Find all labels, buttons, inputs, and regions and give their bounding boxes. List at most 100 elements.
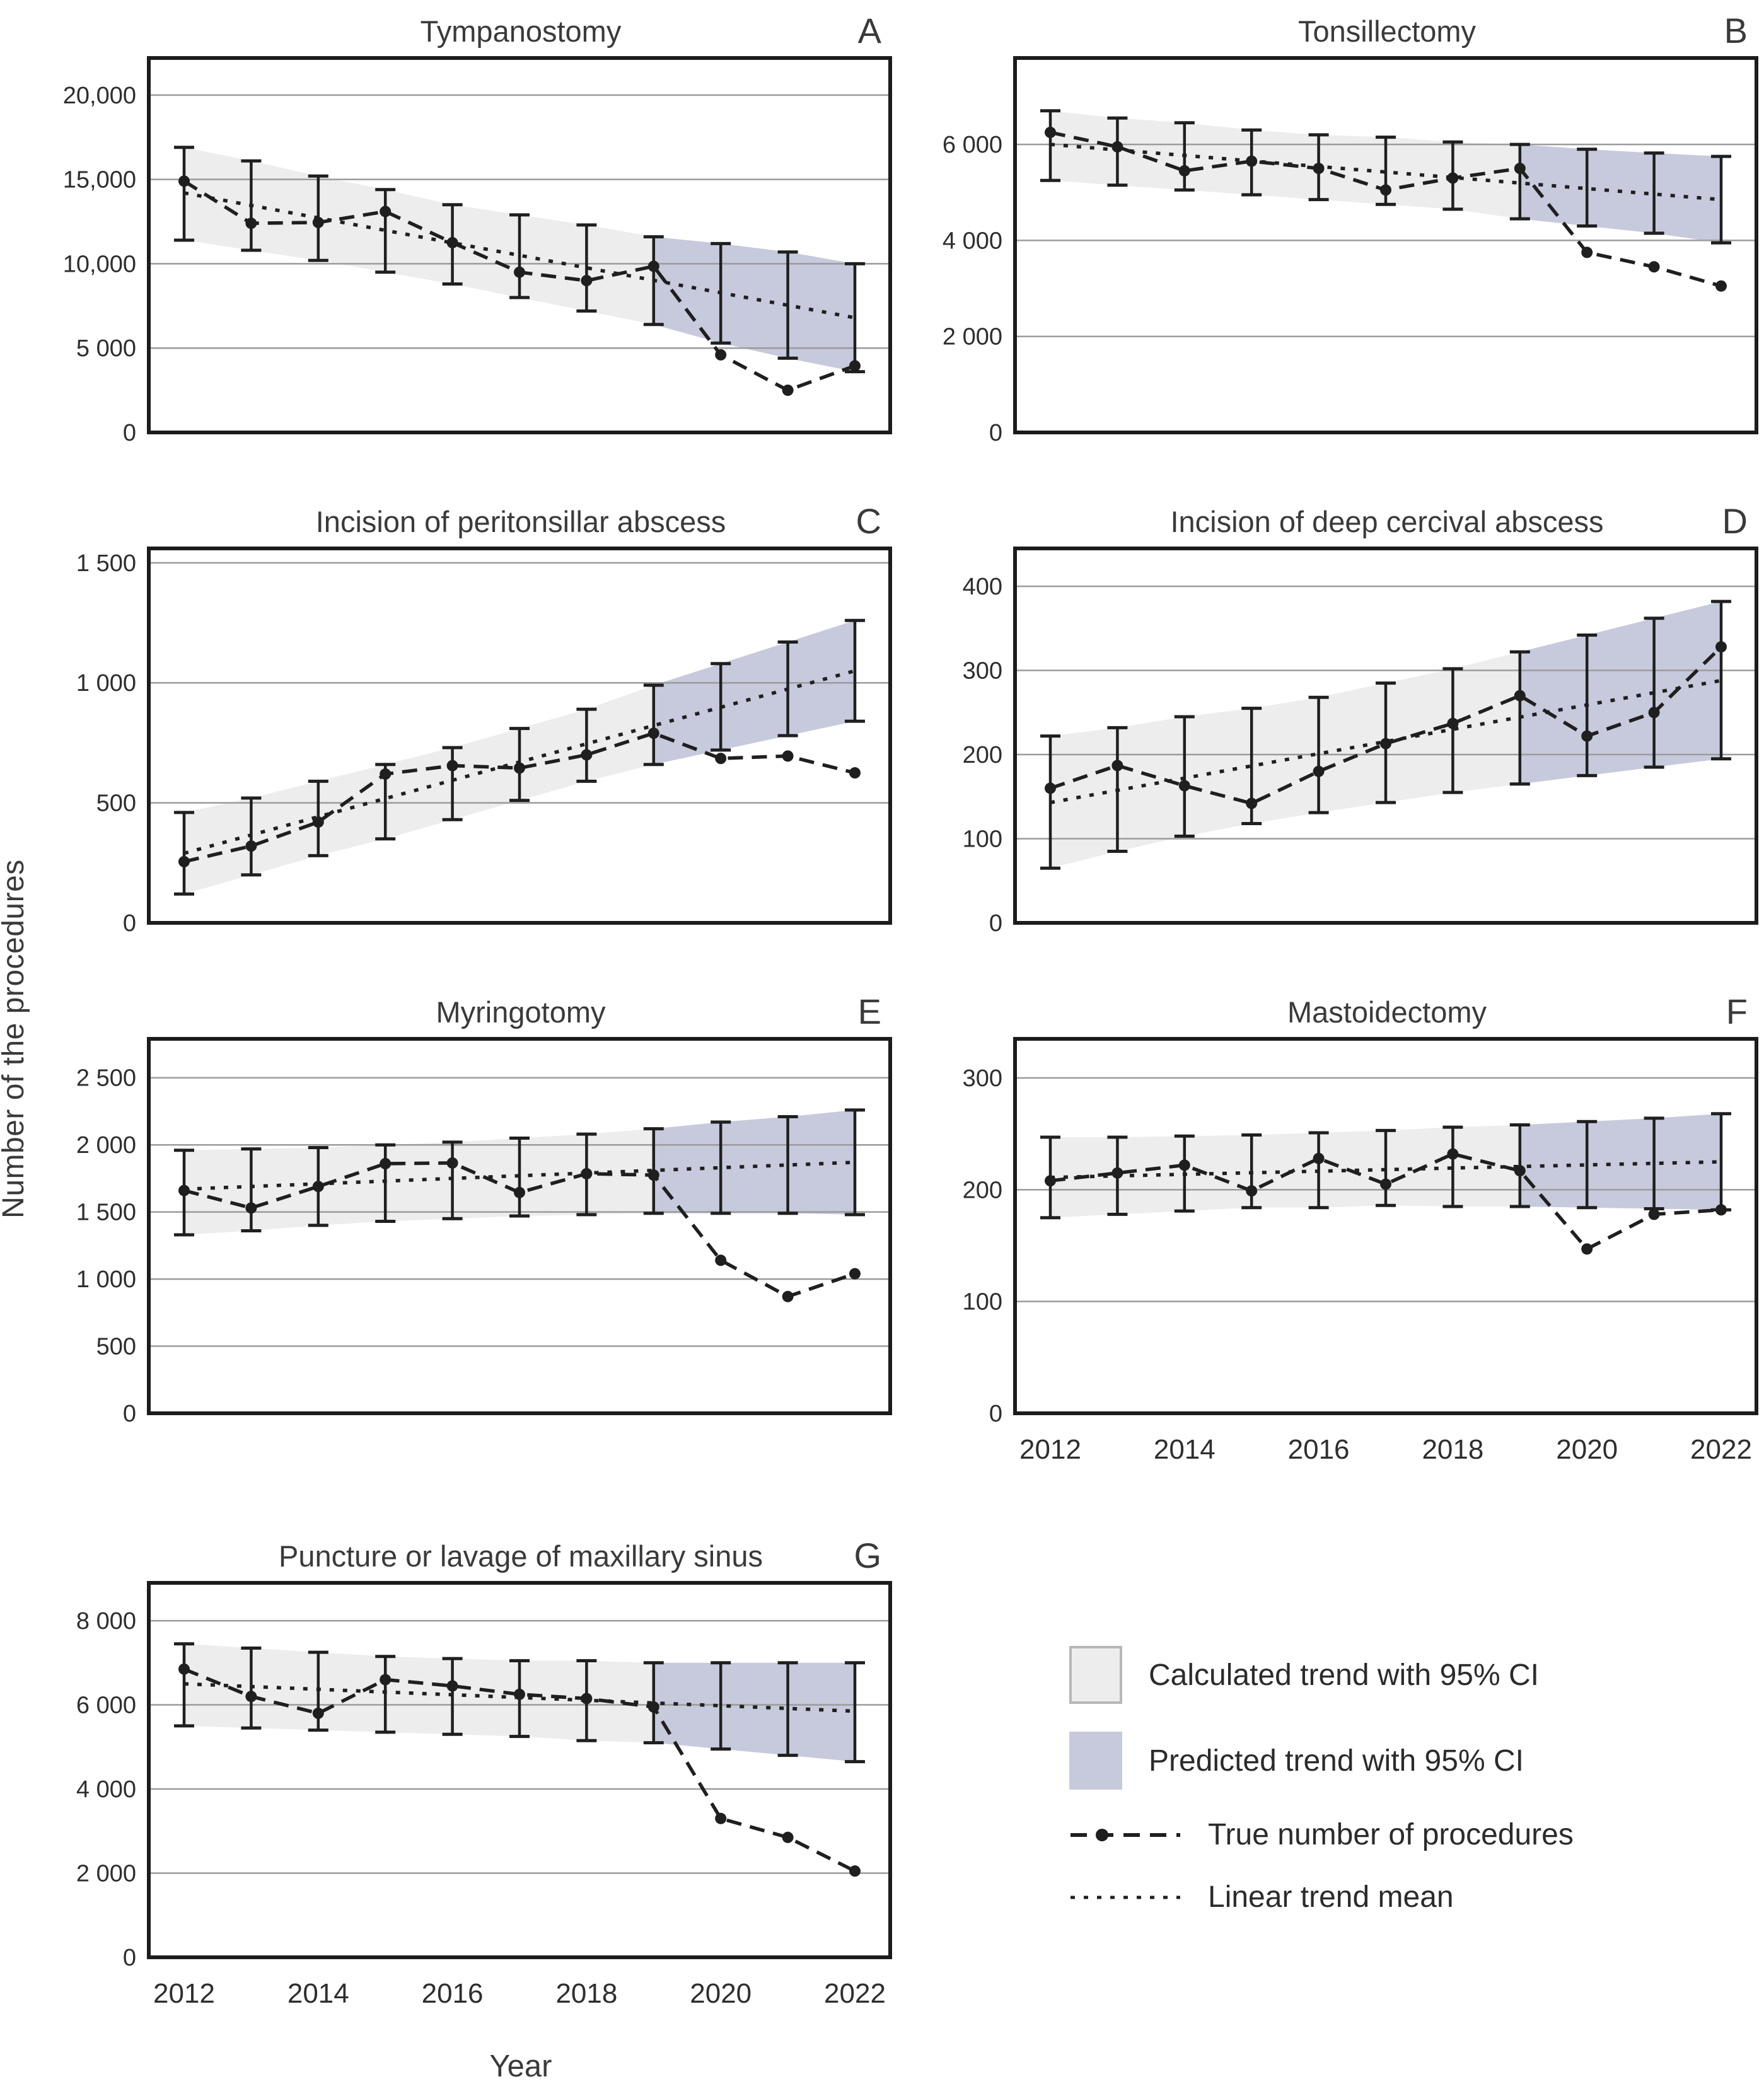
true-number-point bbox=[1447, 1148, 1459, 1160]
predicted-ci-band bbox=[653, 1662, 855, 1762]
y-tick-label: 2 000 bbox=[76, 1861, 136, 1887]
panel-f-title: Mastoidectomy bbox=[1287, 995, 1487, 1029]
true-number-point bbox=[1246, 155, 1258, 167]
calculated-ci-band bbox=[184, 1643, 654, 1743]
predicted-ci-band bbox=[653, 620, 855, 765]
true-number-point bbox=[581, 275, 593, 287]
plot-border bbox=[147, 547, 892, 925]
panel-d: Incision of deep cercival abscess D 0 100… bbox=[900, 499, 1763, 935]
panel-e: Myringotomy E 0 500 1 000 1 500 2 000 2 500 bbox=[34, 990, 897, 1479]
true-number-point bbox=[849, 360, 861, 372]
panel-f-header: Mastoidectomy F bbox=[1015, 990, 1759, 1035]
true-number-point bbox=[581, 749, 593, 761]
true-number-point bbox=[1045, 127, 1056, 139]
true-number-point bbox=[1178, 1159, 1190, 1171]
y-axis-label: Number of the procedures bbox=[0, 859, 30, 1219]
true-number-point bbox=[849, 767, 861, 779]
plot-border bbox=[147, 1037, 892, 1415]
true-number-point bbox=[1648, 261, 1660, 273]
linear-trend-mean-line bbox=[183, 1161, 856, 1191]
y-tick-label: 10,000 bbox=[63, 251, 136, 277]
true-number-point bbox=[380, 206, 392, 217]
linear-trend-mean-line bbox=[1050, 1160, 1722, 1179]
true-number-point bbox=[849, 1865, 861, 1877]
true-number-point bbox=[1581, 1243, 1593, 1255]
y-tick-label: 300 bbox=[963, 1065, 1002, 1092]
y-tick-label: 6 000 bbox=[943, 132, 1002, 158]
plot-border bbox=[1013, 56, 1758, 434]
panel-a-title: Tympanostomy bbox=[420, 14, 622, 48]
y-tick-label: 1 500 bbox=[76, 1200, 136, 1226]
true-number-point bbox=[1648, 707, 1660, 719]
legend-label: Linear trend mean bbox=[1208, 1880, 1454, 1914]
true-number-point bbox=[1178, 165, 1190, 177]
y-tick-label: 0 bbox=[989, 420, 1002, 445]
y-tick-label: 1 000 bbox=[76, 1266, 136, 1293]
true-number-point bbox=[715, 1254, 727, 1266]
dotted-line-sample bbox=[1071, 1896, 1180, 1899]
true-number-point bbox=[782, 750, 794, 762]
true-number-point bbox=[1715, 641, 1727, 653]
y-tick-label: 0 bbox=[123, 910, 136, 935]
true-number-point bbox=[1380, 184, 1391, 196]
y-tick-label: 2 000 bbox=[943, 324, 1002, 350]
x-tick-label: 2016 bbox=[1288, 1434, 1350, 1465]
y-tick-label: 4 000 bbox=[943, 228, 1002, 254]
true-number-point bbox=[715, 349, 727, 361]
panel-e-chart: 0 500 1 000 1 500 2 000 2 500 bbox=[76, 1037, 892, 1426]
legend-label: Calculated trend with 95% CI bbox=[1149, 1658, 1539, 1692]
y-tick-label: 0 bbox=[123, 1945, 136, 1971]
y-tick-label: 0 bbox=[989, 910, 1002, 935]
true-number-point bbox=[1045, 1175, 1056, 1187]
predicted-band-swatch bbox=[1069, 1732, 1122, 1790]
true-number-point bbox=[1313, 163, 1325, 175]
dashed-line-with-dot-sample bbox=[1071, 1828, 1180, 1841]
true-number-point bbox=[782, 1290, 794, 1302]
panel-a-header: Tympanostomy A bbox=[149, 9, 893, 54]
panel-g-header: Puncture or lavage of maxillary sinus G bbox=[149, 1534, 893, 1579]
calculated-ci-band bbox=[1050, 1125, 1520, 1218]
panel-e-header: Myringotomy E bbox=[149, 990, 893, 1035]
panel-g-title: Puncture or lavage of maxillary sinus bbox=[278, 1539, 763, 1573]
predicted-ci-band bbox=[653, 1109, 855, 1215]
predicted-ci-band bbox=[1519, 1113, 1721, 1210]
true-number-point bbox=[581, 1167, 593, 1179]
true-number-point bbox=[380, 768, 392, 780]
true-number-point bbox=[446, 1157, 458, 1169]
calculated-band-swatch bbox=[1069, 1646, 1122, 1704]
x-axis-label: Year bbox=[489, 2049, 552, 2083]
true-number-point bbox=[1514, 1165, 1526, 1177]
x-tick-label: 2020 bbox=[1556, 1434, 1618, 1465]
predicted-ci-band bbox=[1519, 144, 1721, 243]
linear-trend-mean-line bbox=[183, 669, 856, 855]
true-number-point bbox=[1246, 797, 1258, 809]
panel-e-title: Myringotomy bbox=[436, 995, 606, 1029]
legend-item-true-number: True number of procedures bbox=[1069, 1817, 1763, 1852]
x-tick-label: 2012 bbox=[1019, 1434, 1081, 1465]
x-tick-label: 2018 bbox=[555, 1978, 617, 2009]
x-tick-label: 2018 bbox=[1422, 1434, 1483, 1465]
true-number-point bbox=[514, 1688, 525, 1700]
true-number-point bbox=[715, 1812, 727, 1824]
true-number-point bbox=[245, 1202, 257, 1214]
true-number-point bbox=[782, 385, 794, 397]
panel-c-header: Incision of peritonsillar abscess C bbox=[149, 499, 893, 545]
x-tick-label: 2012 bbox=[153, 1978, 215, 2009]
y-tick-label: 0 bbox=[123, 1401, 136, 1426]
true-number-point bbox=[647, 1701, 659, 1713]
true-number-point bbox=[647, 727, 659, 739]
y-tick-label: 200 bbox=[963, 1177, 1002, 1203]
true-number-point bbox=[1447, 172, 1459, 184]
true-number-point bbox=[1447, 717, 1459, 729]
true-number-line bbox=[1050, 645, 1722, 806]
true-number-point bbox=[1111, 1167, 1123, 1179]
x-tick-label: 2016 bbox=[422, 1978, 484, 2009]
panel-b-header: Tonsillectomy B bbox=[1015, 9, 1759, 54]
panel-c-title: Incision of peritonsillar abscess bbox=[315, 505, 726, 538]
true-number-point bbox=[1380, 738, 1391, 750]
true-number-point bbox=[782, 1831, 794, 1843]
true-number-point bbox=[178, 1184, 190, 1196]
true-number-point bbox=[312, 1707, 324, 1719]
